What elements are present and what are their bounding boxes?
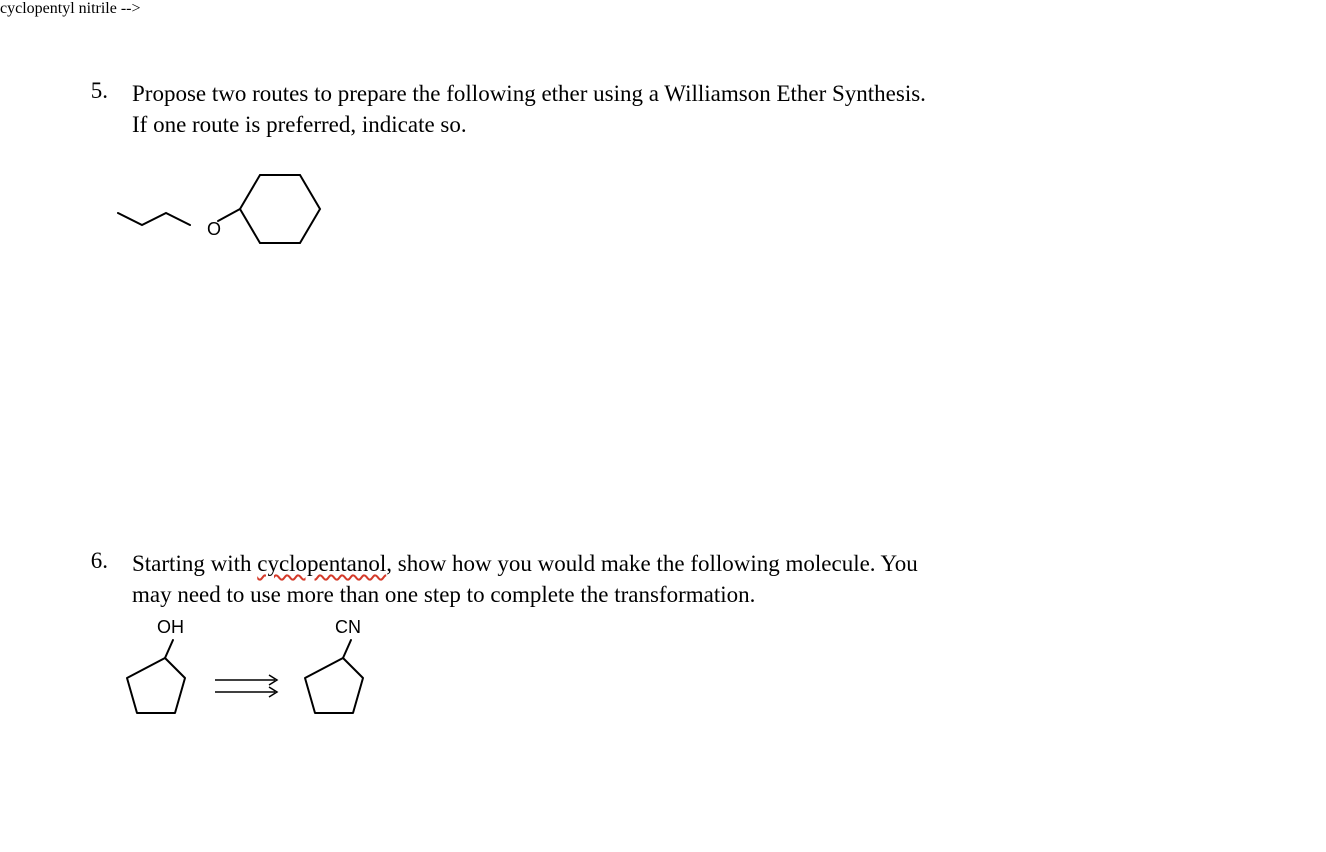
question-5: 5. Propose two routes to prepare the fol… xyxy=(78,78,1198,140)
cn-label: CN xyxy=(335,618,361,637)
q6-text-line2: may need to use more than one step to co… xyxy=(132,582,755,607)
oxygen-label: O xyxy=(207,219,221,239)
question-5-text: Propose two routes to prepare the follow… xyxy=(132,78,926,140)
oh-label: OH xyxy=(157,618,184,637)
question-6-number: 6. xyxy=(78,548,108,574)
question-5-number: 5. xyxy=(78,78,108,104)
q6-text-part1: Starting with xyxy=(132,551,257,576)
q5-text-line1: Propose two routes to prepare the follow… xyxy=(132,81,926,106)
q5-text-line2: If one route is preferred, indicate so. xyxy=(132,112,467,137)
q5-structure-diagram: O xyxy=(110,165,340,255)
q6-text-part2: , show how you would make the following … xyxy=(386,551,918,576)
question-6: 6. Starting with cyclopentanol, show how… xyxy=(78,548,1198,610)
q6-reaction-diagram: OH CN xyxy=(115,618,395,728)
question-6-text: Starting with cyclopentanol, show how yo… xyxy=(132,548,918,610)
q6-underlined-word: cyclopentanol xyxy=(257,551,386,576)
